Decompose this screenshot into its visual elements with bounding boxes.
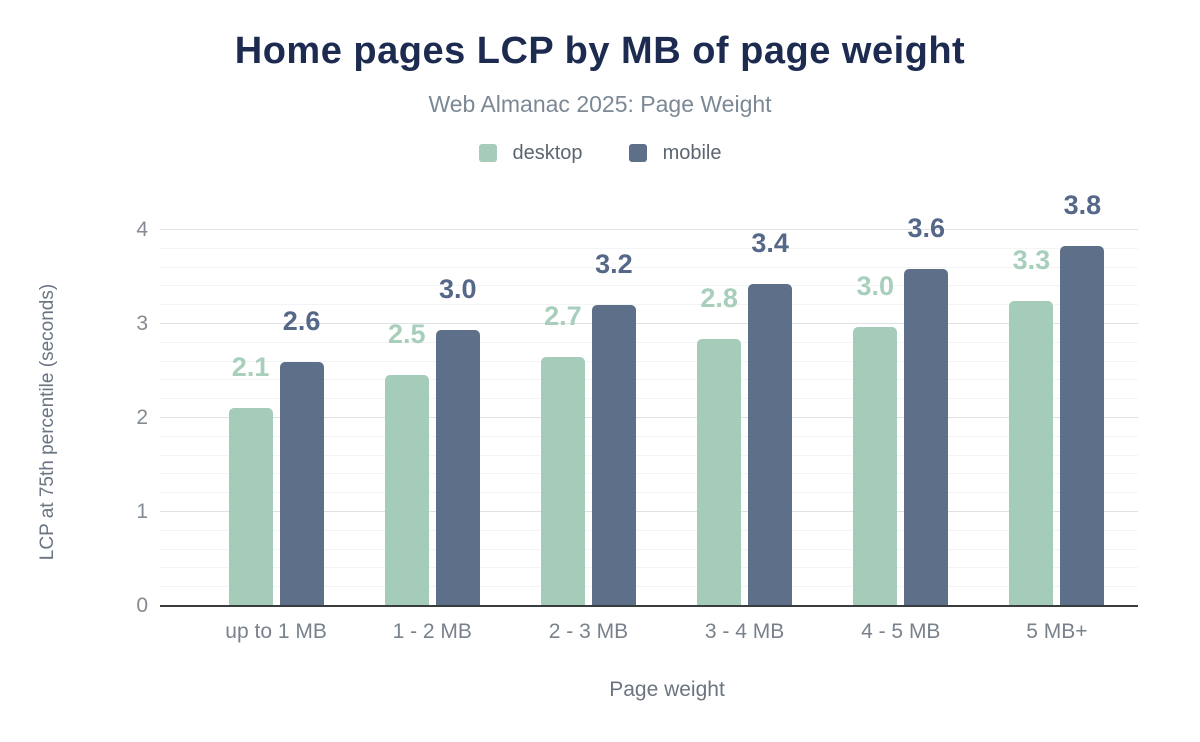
gridline	[160, 341, 1138, 343]
gridline	[160, 492, 1138, 494]
gridline	[160, 548, 1138, 550]
legend-label: mobile	[662, 141, 722, 164]
chart-subtitle: Web Almanac 2025: Page Weight	[428, 91, 772, 117]
gridline	[160, 360, 1138, 362]
x-category-label: 3 - 4 MB	[704, 620, 785, 643]
gridline	[160, 529, 1138, 531]
bar-group: 2.7 3.2 2 - 3 MB	[510, 230, 666, 643]
gridline	[160, 398, 1138, 400]
x-category-label: 5 MB+	[1026, 620, 1088, 643]
bar-group: 2.1 2.6 up to 1 MB	[198, 230, 354, 643]
bar-mobile[interactable]: 3.2	[591, 251, 636, 606]
gridline	[160, 567, 1138, 569]
bar-desktop[interactable]: 2.8	[697, 285, 742, 606]
y-tick-label: 4	[136, 218, 148, 241]
x-category-label: 4 - 5 MB	[861, 620, 941, 643]
gridline	[160, 473, 1138, 475]
gridline	[160, 454, 1138, 456]
bar-group: 2.5 3.0 1 - 2 MB	[354, 230, 510, 643]
legend-swatch-mobile	[628, 144, 647, 162]
x-category-label: up to 1 MB	[225, 620, 327, 643]
bar-mobile[interactable]: 3.0	[435, 275, 480, 606]
legend-item-desktop[interactable]: desktop	[478, 141, 583, 165]
x-axis-title: Page weight	[609, 678, 725, 701]
bar-group: 3.3 3.8 5 MB+	[979, 191, 1135, 643]
gridline	[160, 511, 1138, 512]
bar-groups: 2.1 2.6 up to 1 MB 2.5 3.0 1 - 2 MB 2.7 3.2 2 - …	[198, 191, 1135, 643]
bar-value-label: 3.4	[751, 227, 789, 258]
bar-mobile[interactable]: 3.6	[904, 215, 949, 606]
bar-group: 3.0 3.6 4 - 5 MB	[823, 215, 979, 643]
gridline	[160, 435, 1138, 437]
x-category-label: 1 - 2 MB	[392, 620, 472, 643]
bar-desktop[interactable]: 3.3	[1009, 247, 1054, 606]
gridline	[160, 285, 1138, 287]
gridline	[160, 229, 1138, 230]
y-tick-label: 2	[136, 406, 148, 429]
x-axis-baseline	[160, 605, 1138, 607]
bar-value-label: 3.2	[595, 249, 633, 280]
bar-value-label: 2.8	[700, 283, 738, 314]
bar-value-label: 3.3	[1012, 245, 1051, 276]
legend: desktop mobile	[0, 140, 1200, 166]
bar-desktop[interactable]: 2.7	[540, 302, 585, 606]
chart-title: Home pages LCP by MB of page weight	[234, 30, 966, 72]
gridline	[160, 304, 1138, 306]
gridline	[160, 417, 1138, 418]
bar-desktop[interactable]: 3.0	[853, 272, 898, 606]
bar-mobile[interactable]: 3.4	[748, 229, 793, 606]
y-tick-label: 3	[136, 312, 148, 335]
bar-mobile[interactable]: 3.8	[1060, 191, 1105, 606]
bar-value-label: 2.5	[387, 318, 426, 349]
bar-value-label: 2.1	[231, 351, 270, 382]
bar-value-label: 3.0	[438, 273, 477, 304]
bar-desktop[interactable]: 2.1	[228, 353, 273, 606]
bar-mobile[interactable]: 2.6	[279, 307, 324, 606]
gridline	[160, 266, 1138, 268]
bar-group: 2.8 3.4 3 - 4 MB	[667, 229, 823, 643]
y-axis-ticks: 0 1 2 3 4	[0, 218, 148, 617]
bar-value-label: 3.8	[1063, 189, 1102, 220]
gridline	[160, 323, 1138, 324]
bar-value-label: 2.6	[282, 305, 321, 336]
bar-desktop[interactable]: 2.5	[384, 320, 429, 606]
x-category-label: 2 - 3 MB	[548, 620, 629, 643]
bar-value-label: 3.6	[907, 213, 946, 244]
gridline	[160, 379, 1138, 381]
legend-item-mobile[interactable]: mobile	[628, 141, 722, 165]
legend-swatch-desktop	[478, 144, 497, 162]
gridline	[160, 247, 1138, 249]
legend-label: desktop	[512, 141, 583, 164]
y-tick-label: 1	[136, 500, 148, 523]
plot-area: 2.1 2.6 up to 1 MB 2.5 3.0 1 - 2 MB 2.7 3.2 2 - …	[160, 191, 1138, 643]
y-tick-label: 0	[136, 594, 148, 617]
gridline	[160, 586, 1138, 588]
bar-value-label: 3.0	[856, 270, 895, 301]
bar-value-label: 2.7	[544, 300, 582, 331]
